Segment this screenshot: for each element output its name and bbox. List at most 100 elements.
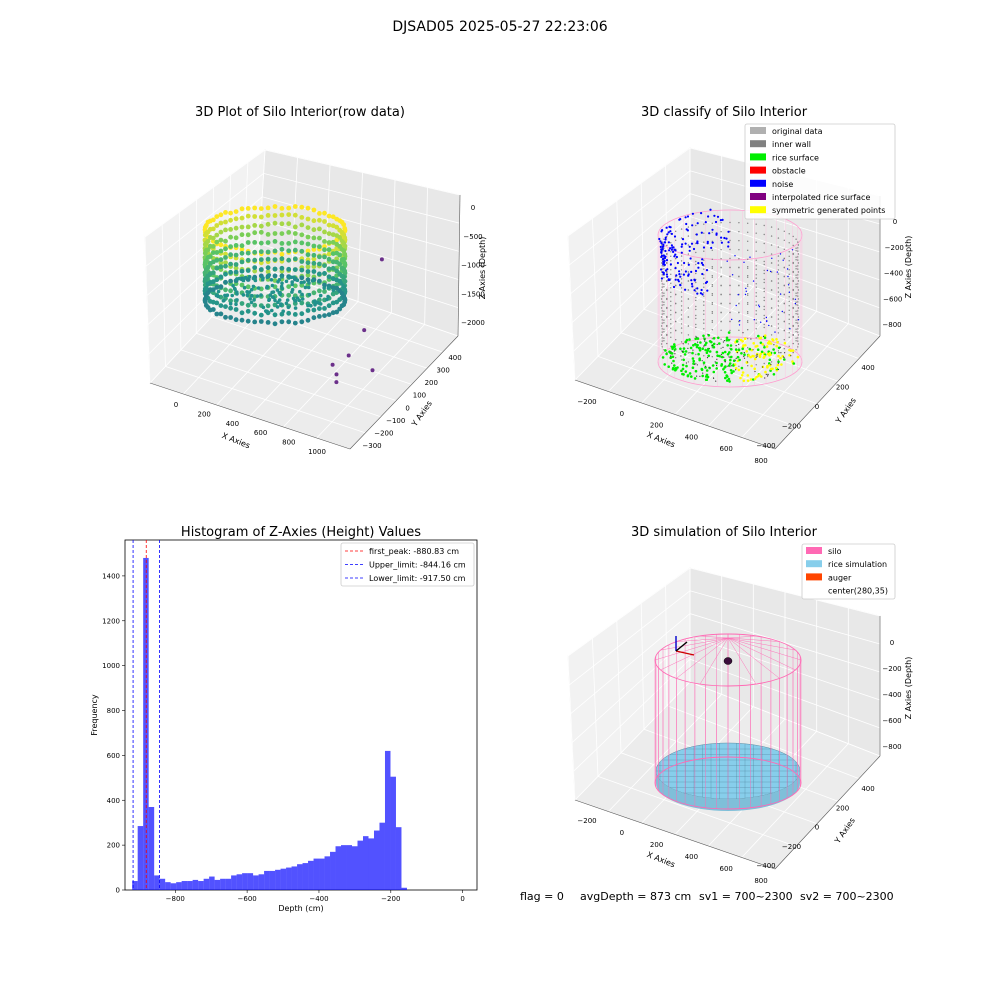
inner-wall-point — [675, 230, 677, 232]
raw-point — [218, 229, 224, 235]
sv1-status: sv1 = 700~2300 — [699, 890, 793, 903]
raw-point — [268, 293, 273, 297]
histogram-bar — [203, 878, 210, 890]
inner-wall-point — [663, 238, 665, 240]
inner-wall-point — [777, 309, 780, 311]
interpolated-point — [715, 380, 717, 382]
raw-point — [223, 279, 228, 285]
raw-point — [306, 303, 310, 308]
raw-point — [334, 256, 340, 262]
rice-surface-point — [688, 338, 691, 341]
interpolated-point — [674, 353, 676, 355]
raw-point — [299, 222, 305, 228]
inner-wall-point — [747, 267, 749, 269]
raw-point — [293, 306, 298, 310]
inner-wall-point — [695, 287, 697, 290]
inner-wall-point — [788, 300, 790, 302]
inner-wall-point — [680, 264, 683, 266]
raw-point — [249, 294, 254, 298]
interpolated-point — [707, 333, 709, 335]
inner-wall-point — [788, 287, 790, 289]
rice-surface-point — [717, 336, 720, 340]
interpolated-point — [713, 377, 715, 379]
noise-point — [787, 275, 789, 278]
raw-plot-axes-box — [144, 149, 461, 450]
grid-line — [195, 199, 397, 401]
inner-wall-point — [720, 347, 722, 349]
histogram-x-tick-label: −200 — [381, 895, 400, 903]
inner-wall-point — [703, 322, 705, 324]
interpolated-point — [673, 350, 675, 352]
noise-point — [689, 257, 692, 260]
inner-wall-point — [755, 322, 757, 324]
raw-point — [292, 204, 298, 209]
grid-line — [592, 218, 797, 427]
raw-point — [239, 282, 245, 288]
raw-point — [223, 263, 228, 269]
rice-surface-point — [704, 348, 707, 352]
interpolated-point — [735, 345, 737, 347]
rice-surface-point — [723, 350, 727, 354]
symmetric-point — [762, 356, 766, 359]
rice-surface-point — [704, 378, 708, 382]
histogram-x-tick-label: 0 — [460, 895, 464, 903]
rice-surface-point — [734, 348, 738, 351]
silo-roof-line — [660, 637, 729, 671]
interpolated-point — [734, 359, 736, 361]
inner-wall-point — [792, 244, 794, 247]
raw-point — [342, 251, 348, 257]
noise-point — [680, 251, 683, 254]
inner-wall-point — [660, 343, 663, 345]
noise-point — [678, 270, 681, 273]
inner-wall-point — [792, 351, 794, 354]
noise-point — [679, 284, 682, 287]
inner-wall-point — [795, 247, 797, 249]
noise-point — [701, 293, 704, 296]
histogram-bar — [280, 868, 287, 890]
raw-point — [223, 246, 228, 252]
inner-wall-point — [711, 284, 713, 286]
raw-point — [317, 278, 322, 284]
inner-wall-point — [763, 281, 765, 284]
raw-point — [330, 265, 336, 271]
classify-z-tick-label: −800 — [882, 321, 901, 329]
noise-point — [665, 273, 669, 276]
symmetric-point — [739, 376, 742, 380]
raw-point — [305, 272, 311, 278]
inner-wall-point — [729, 257, 731, 260]
raw-point — [305, 308, 311, 313]
raw-point — [210, 279, 216, 285]
inner-wall-point — [738, 338, 740, 340]
inner-wall-point — [661, 295, 663, 297]
raw-point — [223, 210, 228, 215]
raw-point — [203, 285, 209, 291]
rice-surface-point — [757, 334, 760, 338]
raw-point — [272, 231, 278, 236]
inner-wall-point — [680, 327, 683, 329]
histogram-legend-label: first_peak: -880.83 cm — [369, 547, 459, 556]
rice-surface-point — [712, 345, 716, 349]
noise-point — [660, 242, 663, 245]
raw-point — [311, 252, 317, 258]
noise-point — [665, 259, 669, 262]
inner-wall-point — [777, 300, 780, 302]
inner-wall-point — [703, 277, 705, 279]
inner-wall-point — [783, 339, 785, 341]
histogram-bar — [253, 875, 259, 890]
histogram-y-tick-label: 1000 — [102, 662, 120, 670]
silo-roof-line — [727, 637, 780, 642]
inner-wall-point — [670, 278, 672, 280]
noise-point — [675, 274, 678, 277]
raw-point — [326, 312, 332, 317]
rice-surface-point — [772, 373, 776, 376]
raw-point — [270, 308, 274, 313]
rice-surface-point — [741, 347, 744, 351]
raw-plot-z-label: Z Axies (Depth) — [478, 237, 487, 300]
inner-wall-point — [687, 244, 690, 246]
noise-point — [768, 324, 770, 327]
noise-point — [669, 230, 672, 233]
inner-wall-point — [661, 331, 663, 333]
inner-wall-point — [720, 338, 722, 340]
rice-surface-point — [702, 334, 705, 338]
inner-wall-point — [788, 318, 790, 320]
